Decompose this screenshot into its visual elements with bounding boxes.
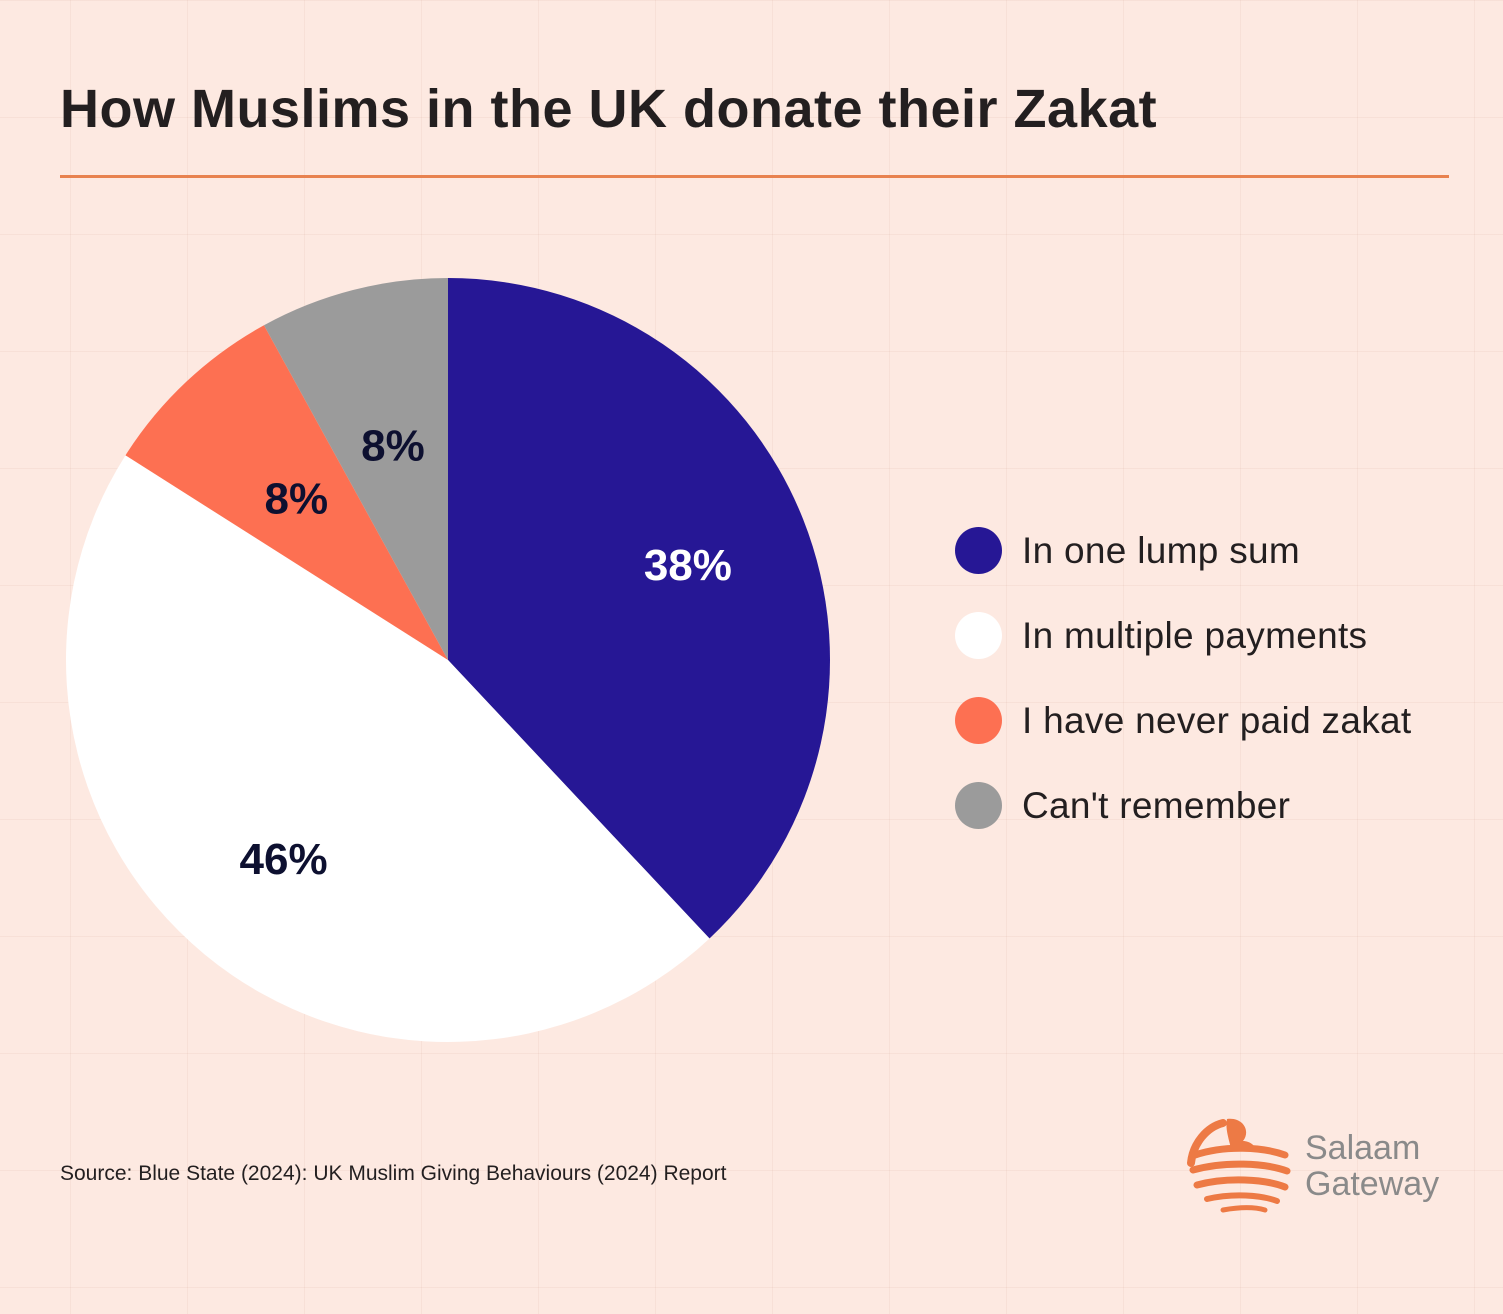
legend-swatch [955,782,1002,829]
slice-value-label: 46% [240,835,328,884]
pie-slice [263,278,448,660]
globe-logo-icon [1187,1118,1291,1213]
legend-label: In multiple payments [1022,614,1368,656]
logo-text-line1: Salaam [1305,1129,1421,1167]
legend-item: In multiple payments [955,593,1411,678]
slice-value-label: 38% [644,541,732,590]
salaam-gateway-logo: Salaam Gateway [1185,1115,1445,1220]
legend-item: In one lump sum [955,508,1411,593]
legend-swatch [955,527,1002,574]
pie-slice [66,455,710,1042]
legend-swatch [955,697,1002,744]
legend: In one lump sum In multiple payments I h… [955,508,1411,848]
pie-slice [125,325,448,660]
legend-label: Can't remember [1022,784,1291,826]
legend-label: I have never paid zakat [1022,699,1412,741]
slice-value-label: 8% [361,421,425,470]
legend-item: I have never paid zakat [955,678,1411,763]
pie-slice [448,278,830,939]
slice-value-label: 8% [265,474,329,523]
legend-swatch [955,612,1002,659]
chart-title: How Muslims in the UK donate their Zakat [60,79,1158,139]
source-note: Source: Blue State (2024): UK Muslim Giv… [60,1162,727,1185]
legend-item: Can't remember [955,763,1411,848]
title-divider [60,175,1449,178]
legend-label: In one lump sum [1022,529,1301,571]
logo-text-line2: Gateway [1305,1165,1440,1203]
pie-chart: 38% 46% 8% 8% [66,278,830,1042]
